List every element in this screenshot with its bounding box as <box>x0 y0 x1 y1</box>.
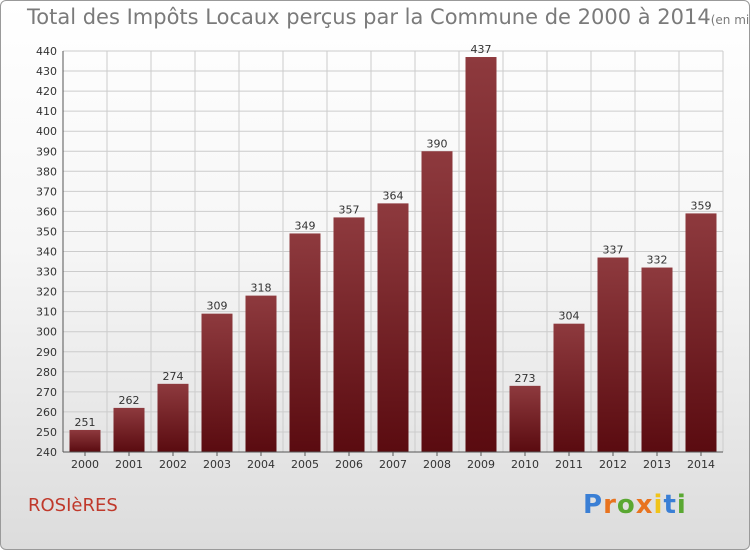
x-tick-label: 2002 <box>159 458 187 471</box>
commune-name: ROSIèRES <box>28 495 118 516</box>
logo-letter: x <box>635 490 654 520</box>
x-tick-label: 2006 <box>335 458 363 471</box>
x-tick-label: 2007 <box>379 458 407 471</box>
x-tick-label: 2010 <box>511 458 539 471</box>
y-tick-label: 420 <box>36 85 57 98</box>
bar-value-label: 359 <box>691 199 712 212</box>
logo-letter: P <box>583 490 604 520</box>
bars: 251 262 274 309 318 349 357 364 390 437 273 304 337 3… <box>69 43 717 452</box>
bar-2005 <box>289 233 321 452</box>
bar-2013 <box>641 267 673 452</box>
y-tick-label: 380 <box>36 165 57 178</box>
bar-value-label: 309 <box>207 300 228 313</box>
logo-letter: i <box>653 490 664 520</box>
y-tick-label: 350 <box>36 225 57 238</box>
proxiti-logo: Proxiti <box>583 490 687 520</box>
bar-value-label: 364 <box>383 189 404 202</box>
y-tick-label: 260 <box>36 406 57 419</box>
logo-letter: i <box>676 490 687 520</box>
y-tick-label: 320 <box>36 286 57 299</box>
x-tick-label: 2013 <box>643 458 671 471</box>
y-tick-label: 300 <box>36 326 57 339</box>
y-tick-label: 280 <box>36 366 57 379</box>
x-tick-label: 2005 <box>291 458 319 471</box>
axes: 240 250 260 270 280 290 300 310 320 330 340 350 360 3… <box>36 45 723 471</box>
x-tick-label: 2012 <box>599 458 627 471</box>
x-tick-label: 2004 <box>247 458 275 471</box>
logo-letter: o <box>616 490 636 520</box>
bar-value-label: 273 <box>515 372 536 385</box>
bar-2000 <box>69 429 101 452</box>
x-tick-label: 2001 <box>115 458 143 471</box>
bar-2014 <box>685 213 717 452</box>
y-tick-label: 410 <box>36 105 57 118</box>
y-tick-label: 390 <box>36 145 57 158</box>
bar-2002 <box>157 383 189 452</box>
y-tick-label: 400 <box>36 125 57 138</box>
y-tick-label: 340 <box>36 246 57 259</box>
bar-value-label: 337 <box>603 244 624 257</box>
bar-value-label: 251 <box>75 416 96 429</box>
y-tick-label: 250 <box>36 426 57 439</box>
y-tick-label: 360 <box>36 205 57 218</box>
bar-2006 <box>333 217 365 452</box>
y-tick-label: 430 <box>36 65 57 78</box>
x-tick-label: 2009 <box>467 458 495 471</box>
bar-2008 <box>421 151 453 452</box>
bar-value-label: 274 <box>163 370 184 383</box>
y-tick-label: 330 <box>36 266 57 279</box>
y-tick-label: 310 <box>36 306 57 319</box>
bar-value-label: 262 <box>119 394 140 407</box>
bar-2004 <box>245 295 277 452</box>
chart-title-text: Total des Impôts Locaux perçus par la Co… <box>27 5 711 29</box>
bar-value-label: 390 <box>427 137 448 150</box>
y-tick-label: 290 <box>36 346 57 359</box>
y-tick-label: 440 <box>36 45 57 58</box>
bar-2012 <box>597 257 629 452</box>
bar-2010 <box>509 385 541 452</box>
bar-2003 <box>201 313 233 452</box>
bar-value-label: 437 <box>471 43 492 56</box>
logo-letter: r <box>603 490 617 520</box>
bar-value-label: 318 <box>251 282 272 295</box>
bar-2011 <box>553 323 585 452</box>
bar-value-label: 332 <box>647 254 668 267</box>
bar-2009 <box>465 57 497 452</box>
chart-unit-label: (en milliers d'€) <box>710 13 750 27</box>
y-tick-label: 270 <box>36 386 57 399</box>
x-tick-label: 2008 <box>423 458 451 471</box>
bar-2007 <box>377 203 409 452</box>
bar-value-label: 349 <box>295 219 316 232</box>
y-tick-label: 240 <box>36 446 57 459</box>
bar-value-label: 357 <box>339 203 360 216</box>
bar-value-label: 304 <box>559 310 580 323</box>
y-tick-label: 370 <box>36 185 57 198</box>
logo-letter: t <box>663 490 677 520</box>
x-tick-label: 2011 <box>555 458 583 471</box>
x-tick-label: 2000 <box>71 458 99 471</box>
x-tick-label: 2014 <box>687 458 715 471</box>
x-tick-label: 2003 <box>203 458 231 471</box>
chart-title: Total des Impôts Locaux perçus par la Co… <box>27 5 750 29</box>
bar-2001 <box>113 407 145 452</box>
